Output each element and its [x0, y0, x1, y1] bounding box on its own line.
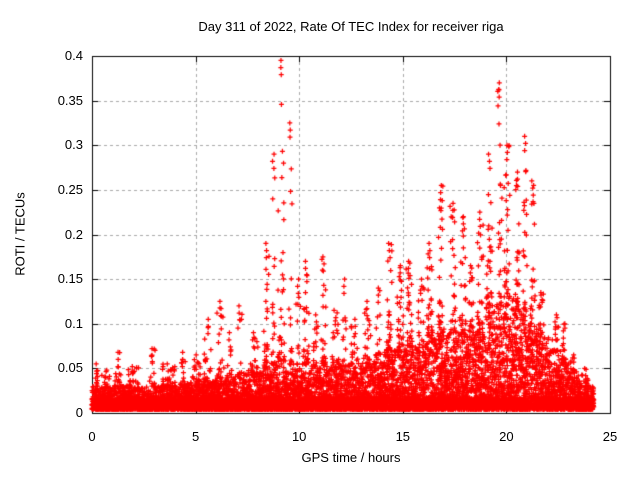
x-tick-label: 5: [191, 429, 200, 444]
y-tick-label: 0: [75, 405, 83, 420]
y-tick-label: 0.15: [57, 271, 83, 287]
x-tick-label: 0: [88, 429, 96, 444]
y-tick-label: 0.35: [57, 92, 83, 108]
y-tick-label: 0.4: [64, 48, 83, 63]
x-tick-label: 25: [602, 429, 618, 444]
y-tick-label: 0.25: [57, 181, 83, 197]
y-tick-label: 0.3: [64, 137, 83, 153]
x-tick-label: 10: [291, 429, 307, 444]
x-tick-label: 20: [499, 429, 514, 444]
x-tick-label: 15: [395, 429, 411, 444]
y-tick-label: 0.05: [57, 360, 83, 376]
y-tick-label: 0.1: [64, 315, 83, 331]
x-axis-label: GPS time / hours: [301, 450, 401, 465]
y-tick-label: 0.2: [64, 226, 83, 242]
chart-title: Day 311 of 2022, Rate Of TEC Index for r…: [198, 19, 504, 34]
